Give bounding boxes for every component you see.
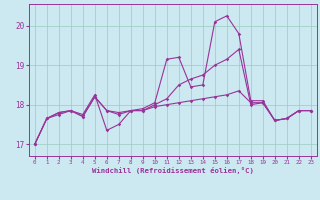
X-axis label: Windchill (Refroidissement éolien,°C): Windchill (Refroidissement éolien,°C)	[92, 167, 254, 174]
